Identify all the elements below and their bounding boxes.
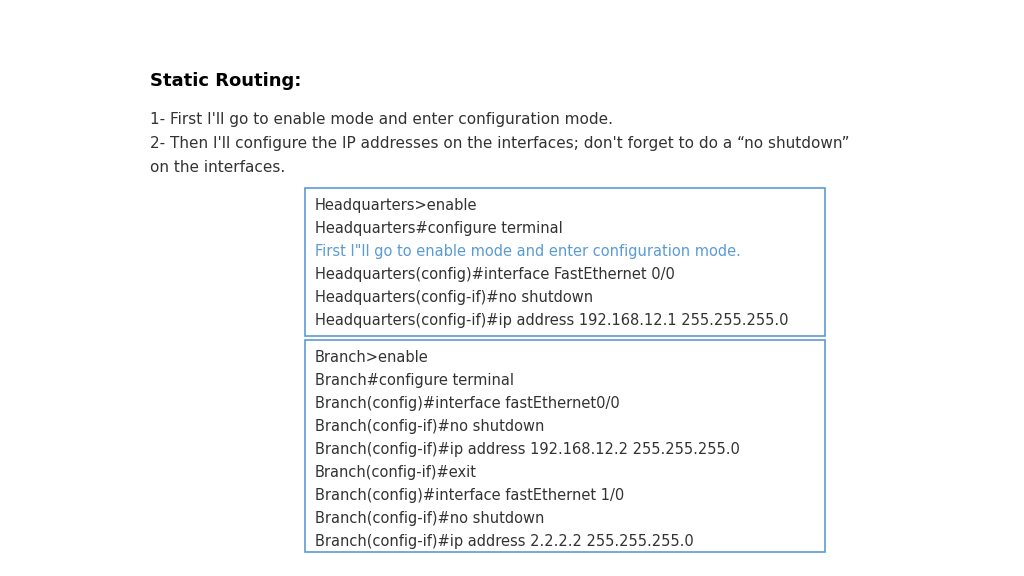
Text: Branch(config-if)#ip address 2.2.2.2 255.255.255.0: Branch(config-if)#ip address 2.2.2.2 255… bbox=[315, 534, 693, 549]
Text: Branch(config-if)#ip address 192.168.12.2 255.255.255.0: Branch(config-if)#ip address 192.168.12.… bbox=[315, 442, 740, 457]
Text: Static Routing:: Static Routing: bbox=[150, 72, 301, 90]
Text: Branch(config-if)#no shutdown: Branch(config-if)#no shutdown bbox=[315, 511, 545, 526]
Text: on the interfaces.: on the interfaces. bbox=[150, 160, 286, 175]
Text: Branch(config-if)#no shutdown: Branch(config-if)#no shutdown bbox=[315, 419, 545, 434]
Text: Branch#configure terminal: Branch#configure terminal bbox=[315, 373, 514, 388]
Text: Branch(config)#interface fastEthernet0/0: Branch(config)#interface fastEthernet0/0 bbox=[315, 396, 620, 411]
Text: 2- Then I'll configure the IP addresses on the interfaces; don't forget to do a : 2- Then I'll configure the IP addresses … bbox=[150, 136, 850, 151]
FancyBboxPatch shape bbox=[305, 188, 825, 336]
Text: Headquarters(config-if)#no shutdown: Headquarters(config-if)#no shutdown bbox=[315, 290, 593, 305]
Text: First I"ll go to enable mode and enter configuration mode.: First I"ll go to enable mode and enter c… bbox=[315, 244, 741, 259]
Text: Headquarters(config-if)#ip address 192.168.12.1 255.255.255.0: Headquarters(config-if)#ip address 192.1… bbox=[315, 313, 788, 328]
Text: Headquarters>enable: Headquarters>enable bbox=[315, 198, 477, 213]
Text: 1- First I'll go to enable mode and enter configuration mode.: 1- First I'll go to enable mode and ente… bbox=[150, 112, 613, 127]
Text: Headquarters(config)#interface FastEthernet 0/0: Headquarters(config)#interface FastEther… bbox=[315, 267, 675, 282]
Text: Branch(config-if)#exit: Branch(config-if)#exit bbox=[315, 465, 477, 480]
Text: Headquarters#configure terminal: Headquarters#configure terminal bbox=[315, 221, 563, 236]
FancyBboxPatch shape bbox=[305, 340, 825, 552]
Text: Branch>enable: Branch>enable bbox=[315, 350, 429, 365]
Text: Branch(config)#interface fastEthernet 1/0: Branch(config)#interface fastEthernet 1/… bbox=[315, 488, 625, 503]
